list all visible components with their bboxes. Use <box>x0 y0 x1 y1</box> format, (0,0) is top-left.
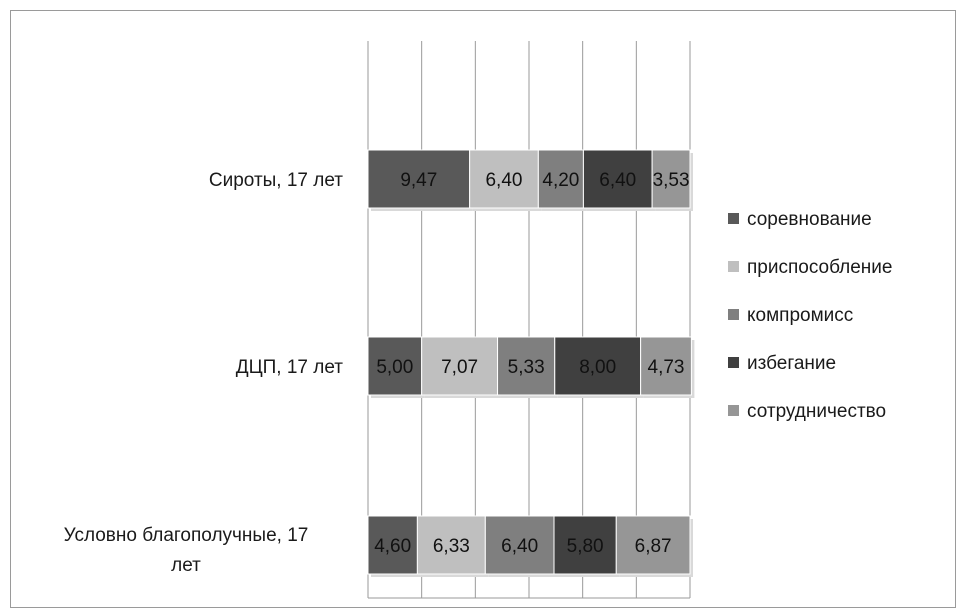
data-label: 3,53 <box>653 170 690 191</box>
bar-segment <box>615 515 691 575</box>
bar-segment <box>367 336 423 396</box>
legend-label: избегание <box>747 353 836 374</box>
bar-segment <box>651 149 691 209</box>
bar-segment <box>537 149 584 209</box>
legend-label: приспособление <box>747 257 892 278</box>
data-label: 6,87 <box>635 536 672 557</box>
legend: соревнование приспособление компромисс избе… <box>728 209 892 422</box>
bar-segment <box>367 515 418 575</box>
data-label: 5,80 <box>567 536 604 557</box>
data-label: 5,00 <box>376 357 413 378</box>
legend-label: сотрудничество <box>747 401 886 422</box>
data-label: 4,73 <box>648 357 685 378</box>
bars-layer: 9,47 6,40 4,20 6,40 3,53 5,00 7,07 5,33 8,00 4,73… <box>367 149 695 577</box>
data-label: 6,40 <box>485 170 522 191</box>
data-label: 4,60 <box>374 536 411 557</box>
chart-frame: 9,47 6,40 4,20 6,40 3,53 5,00 7,07 5,33 8,00 4,73… <box>10 10 956 608</box>
data-label: 6,40 <box>501 536 538 557</box>
data-label: 4,20 <box>542 170 579 191</box>
bar-segment <box>367 149 471 209</box>
data-label: 8,00 <box>579 357 616 378</box>
data-label: 6,33 <box>433 536 470 557</box>
bar-segment <box>553 515 617 575</box>
data-label: 9,47 <box>400 170 437 191</box>
bar-segment <box>484 515 555 575</box>
legend-label: соревнование <box>747 209 872 230</box>
data-label: 6,40 <box>599 170 636 191</box>
category-label: Сироты, 17 лет <box>209 170 343 191</box>
bar-segment <box>416 515 486 575</box>
bar-segment <box>421 336 499 396</box>
legend-swatch <box>728 357 739 368</box>
data-label: 7,07 <box>441 357 478 378</box>
legend-swatch <box>728 261 739 272</box>
legend-swatch <box>728 405 739 416</box>
bar-segment <box>640 336 692 396</box>
bar-segment <box>497 336 556 396</box>
grid-layer <box>367 41 691 599</box>
stacked-bar-chart: 9,47 6,40 4,20 6,40 3,53 5,00 7,07 5,33 8,00 4,73… <box>64 41 892 599</box>
category-label: ДЦП, 17 лет <box>236 357 344 378</box>
category-label: Условно благополучные, 17 лет <box>64 525 309 576</box>
category-labels: Сироты, 17 лет ДЦП, 17 лет Условно благопо… <box>64 170 344 576</box>
bar-segment <box>554 336 642 396</box>
legend-label: компромисс <box>747 305 853 326</box>
legend-swatch <box>728 309 739 320</box>
data-label: 5,33 <box>508 357 545 378</box>
legend-swatch <box>728 213 739 224</box>
